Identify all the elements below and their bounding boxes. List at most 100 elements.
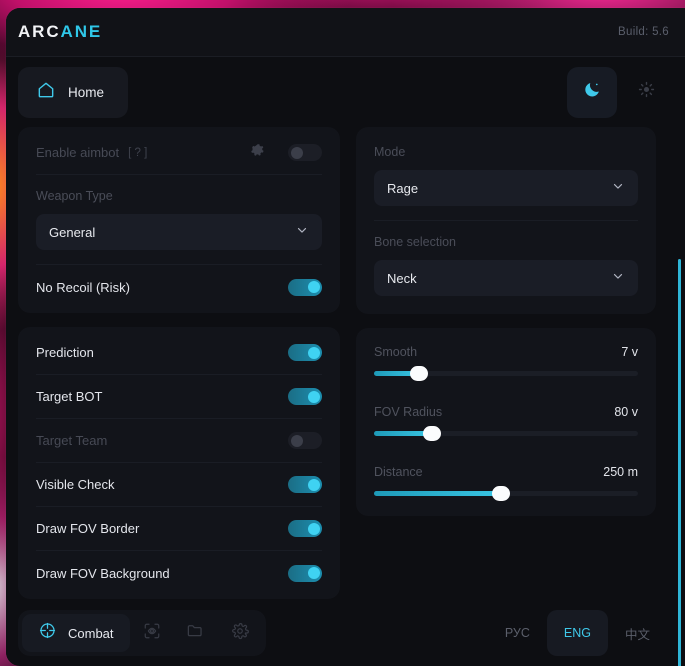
slider-track[interactable] (374, 366, 638, 381)
toggle-knob (307, 478, 320, 491)
home-icon (36, 80, 56, 105)
theme-switcher (567, 66, 671, 118)
slider-block: Distance 250 m (374, 452, 638, 512)
enable-aimbot-help-hint[interactable]: [ ? ] (128, 146, 148, 159)
language-switcher: РУС ENG 中文 (488, 610, 667, 656)
theme-dark-button[interactable] (567, 66, 617, 118)
bone-selection-label: Bone selection (374, 235, 457, 249)
aimbot-card: Enable aimbot [ ? ] Weapon Type Genera (18, 127, 340, 313)
row-toggle[interactable]: Target Team (36, 419, 322, 463)
slider-label: FOV Radius (374, 405, 443, 419)
toggle-switch[interactable] (288, 388, 322, 405)
app-window: ARCANE Build: 5.6 Home (6, 8, 685, 666)
chevron-down-icon (611, 269, 625, 288)
bottom-bar: Combat (6, 601, 685, 665)
tab-home[interactable]: Home (18, 66, 129, 118)
toggle-switch[interactable] (288, 520, 322, 537)
gear-icon (231, 622, 249, 645)
bone-selection-value: Neck (387, 270, 417, 286)
build-version-label: Build: 5.6 (618, 26, 669, 38)
slider-label: Distance (374, 465, 423, 479)
slider-fill (374, 491, 501, 496)
no-recoil-toggle[interactable] (288, 278, 322, 296)
language-option[interactable]: ENG (546, 610, 608, 656)
settings-body: Enable aimbot [ ? ] Weapon Type Genera (6, 127, 685, 666)
theme-light-button[interactable] (621, 67, 671, 118)
bone-selection-select[interactable]: Neck (374, 260, 638, 296)
gear-icon[interactable] (251, 143, 266, 163)
toggle-switch[interactable] (288, 476, 322, 493)
toggle-knob (290, 434, 303, 447)
slider-label: Smooth (374, 345, 418, 359)
row-toggle[interactable]: Draw FOV Background (36, 551, 322, 595)
slider-value: 80 v (614, 405, 638, 419)
toggle-knob (290, 146, 303, 159)
toggle-knob (307, 281, 320, 293)
toggle-row-label: Target Team (36, 433, 108, 448)
row-no-recoil[interactable]: No Recoil (Risk) (36, 265, 322, 309)
slider-value: 250 m (603, 465, 638, 479)
row-toggle[interactable]: Draw FOV Border (36, 507, 322, 551)
logo-text-primary: ARC (18, 22, 61, 41)
slider-fill (374, 431, 433, 436)
row-toggle[interactable]: Prediction (36, 331, 322, 375)
nav-item-combat[interactable]: Combat (22, 614, 130, 652)
toggle-row-label: Draw FOV Background (36, 565, 170, 581)
slider-block: FOV Radius 80 v (374, 392, 638, 452)
nav-item-combat-label: Combat (68, 625, 114, 641)
logo-text-accent: ANE (60, 22, 103, 41)
weapon-type-select[interactable]: General (36, 214, 322, 250)
enable-aimbot-label: Enable aimbot (36, 145, 120, 160)
language-option[interactable]: РУС (504, 626, 530, 640)
nav-item-visuals[interactable] (130, 614, 174, 652)
chevron-down-icon (295, 223, 309, 242)
bottom-nav-group: Combat (18, 610, 266, 656)
language-option[interactable]: 中文 (624, 627, 650, 642)
sliders-card: Smooth 7 v FOV Radius 80 v Distance 250 m (356, 328, 656, 516)
left-settings-column: Enable aimbot [ ? ] Weapon Type Genera (18, 127, 340, 601)
mode-select[interactable]: Rage (374, 170, 638, 206)
toggle-switch[interactable] (288, 344, 322, 361)
nav-item-configs[interactable] (174, 614, 218, 652)
scan-eye-icon (143, 622, 161, 645)
sun-icon (638, 81, 655, 103)
toggle-switch[interactable] (288, 432, 322, 449)
toggle-knob (307, 522, 320, 535)
toggle-knob (307, 346, 320, 359)
weapon-type-field: Weapon Type General (36, 175, 322, 265)
toggle-row-label: Visible Check (36, 477, 115, 492)
weapon-type-value: General (49, 224, 96, 240)
slider-thumb[interactable] (409, 366, 428, 381)
slider-thumb[interactable] (423, 426, 442, 441)
mode-label: Mode (374, 145, 406, 159)
crosshair-icon (38, 621, 57, 645)
vertical-scrollbar[interactable] (678, 259, 681, 666)
row-toggle[interactable]: Target BOT (36, 375, 322, 419)
slider-header: Distance 250 m (374, 465, 638, 479)
toggle-knob (307, 390, 320, 403)
row-toggle[interactable]: Visible Check (36, 463, 322, 507)
mode-value: Rage (387, 180, 419, 196)
slider-thumb[interactable] (491, 486, 510, 501)
right-settings-column: Mode Rage Bone selection Neck (356, 127, 656, 601)
slider-track[interactable] (374, 426, 638, 441)
app-logo: ARCANE (18, 22, 102, 42)
slider-header: FOV Radius 80 v (374, 405, 638, 419)
folder-icon (186, 621, 205, 645)
slider-header: Smooth 7 v (374, 345, 638, 359)
moon-icon (583, 80, 602, 104)
enable-aimbot-toggle[interactable] (288, 144, 322, 161)
mode-card: Mode Rage Bone selection Neck (356, 127, 656, 314)
slider-track[interactable] (374, 486, 638, 501)
mode-field: Mode Rage (374, 131, 638, 221)
toggle-row-label: Draw FOV Border (36, 521, 140, 536)
toggle-switch[interactable] (288, 564, 322, 582)
tab-bar: Home (6, 57, 685, 127)
bone-selection-field: Bone selection Neck (374, 221, 638, 310)
tab-home-label: Home (68, 84, 105, 100)
toggle-knob (307, 567, 320, 579)
row-enable-aimbot[interactable]: Enable aimbot [ ? ] (36, 131, 322, 175)
chevron-down-icon (611, 179, 625, 198)
nav-item-settings[interactable] (218, 614, 262, 652)
weapon-type-label: Weapon Type (36, 189, 113, 203)
